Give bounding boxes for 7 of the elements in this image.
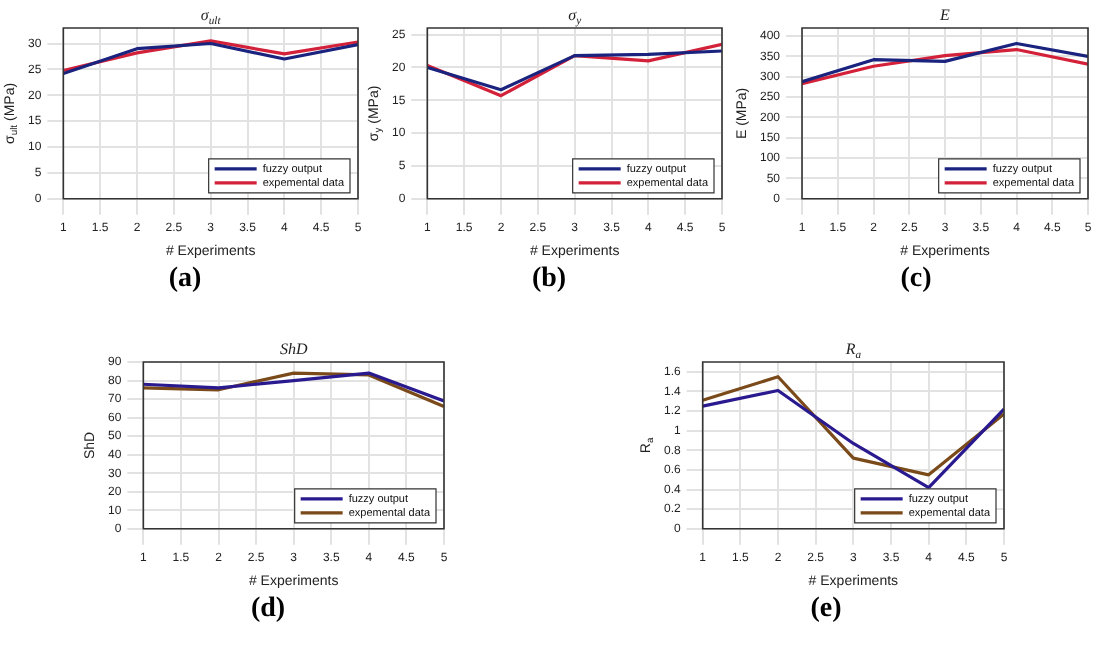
text: (e): [808, 594, 844, 626]
text: (a): [166, 264, 204, 296]
text: (d): [248, 594, 288, 626]
chart-title: ShD: [279, 340, 308, 359]
text: (b): [529, 264, 569, 296]
chart-title: E: [938, 6, 951, 25]
text: (c): [898, 264, 934, 296]
